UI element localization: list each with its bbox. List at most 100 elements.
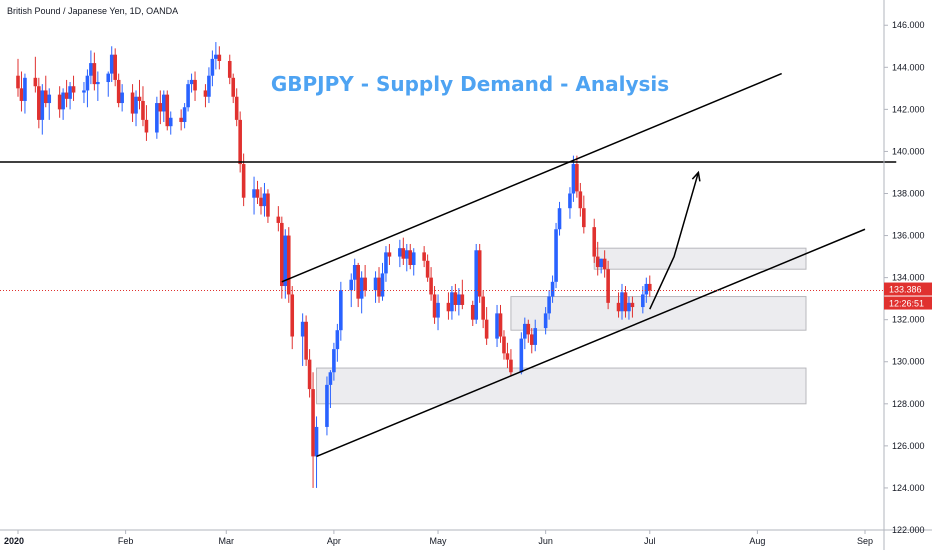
candle [158, 90, 163, 125]
candle-body [241, 164, 246, 198]
candle [387, 243, 392, 265]
candle-body [328, 372, 333, 385]
candle-body [568, 193, 572, 209]
candle-body [384, 252, 388, 274]
candle-body [526, 323, 531, 335]
candle-body [189, 79, 194, 85]
candle-body [377, 277, 381, 297]
candle-body [505, 353, 510, 360]
candle [19, 71, 24, 112]
candle-body [359, 277, 364, 299]
candle [474, 243, 479, 324]
supply-demand-zones [316, 247, 807, 405]
candle-body [37, 86, 41, 120]
price-axis[interactable]: 146.000 144.000 142.000 140.000 138.000 136.0… [884, 20, 925, 535]
candle [179, 109, 183, 131]
candle-body [307, 359, 312, 390]
candle-body [533, 328, 538, 345]
candles [16, 42, 652, 488]
trend-line-2[interactable] [281, 72, 782, 283]
candle-body [411, 252, 416, 265]
candle [259, 187, 263, 215]
candle [425, 254, 430, 282]
candle [207, 67, 211, 104]
candle-body [349, 279, 354, 291]
candle [547, 290, 551, 320]
candle [599, 258, 603, 274]
candle-body [356, 265, 360, 299]
candle [57, 86, 62, 118]
candle-body [259, 197, 263, 207]
candle [509, 349, 513, 377]
candle-body [109, 54, 114, 74]
price-tick-label: 124.000 [892, 483, 925, 493]
candle-body [325, 384, 329, 427]
candle [262, 182, 267, 217]
candle-body [186, 84, 190, 108]
candle [85, 69, 90, 108]
candle [286, 227, 291, 303]
candle [314, 416, 319, 488]
candle [356, 262, 360, 308]
candle [429, 267, 433, 301]
candle [37, 77, 41, 129]
candle [120, 84, 124, 112]
candle [373, 271, 378, 303]
candle [106, 71, 111, 97]
candle [16, 58, 20, 97]
projection-arrow[interactable] [649, 172, 700, 310]
candle-body [432, 294, 437, 318]
candle-body [231, 77, 236, 97]
price-tick-label: 142.000 [892, 104, 925, 114]
price-tick-label: 134.000 [892, 273, 925, 283]
candle-body [616, 302, 621, 312]
candle [411, 248, 416, 276]
candle-body [61, 92, 65, 110]
candle-body [40, 90, 45, 120]
time-tick-label: Jun [538, 536, 553, 546]
candle [446, 292, 451, 320]
candle [571, 155, 576, 202]
candle-body [23, 77, 27, 101]
candle-body [64, 92, 69, 99]
chart-title: GBPJPY - Supply Demand - Analysis [270, 72, 670, 96]
candle-body [398, 248, 402, 257]
candle-body [144, 119, 149, 133]
candle-body [380, 273, 385, 297]
candle [533, 319, 538, 352]
candle-body [495, 313, 499, 339]
candle-body [408, 250, 413, 265]
candle [408, 243, 413, 270]
price-tick-label: 144.000 [892, 62, 925, 72]
candle-body [557, 208, 562, 230]
candle [401, 237, 406, 265]
candle [144, 105, 149, 141]
candle-body [575, 164, 579, 192]
time-tick-label: Feb [118, 536, 134, 546]
candle-body [227, 60, 232, 78]
candle-body [498, 313, 503, 337]
candle [214, 42, 218, 70]
candle-body [89, 63, 93, 76]
candle [109, 46, 114, 83]
candle [328, 370, 333, 409]
candle [339, 281, 343, 341]
zone-1[interactable] [316, 367, 807, 405]
time-axis[interactable]: 2020 Feb Mar Apr May Jun Jul Aug Sep [4, 530, 873, 546]
trend-line-1[interactable] [316, 228, 866, 458]
candle [384, 246, 388, 282]
candle [616, 292, 621, 318]
candle-body [179, 117, 183, 122]
candle [359, 271, 364, 314]
candle-body [630, 302, 635, 308]
candle-body [453, 292, 458, 305]
price-tick-label: 132.000 [892, 315, 925, 325]
zone-2[interactable] [510, 296, 807, 331]
last-price-value: 133.386 [889, 285, 922, 295]
candle [623, 286, 628, 318]
candle-body [422, 252, 426, 261]
candle-body [352, 265, 357, 280]
candle [203, 84, 208, 108]
candle [300, 313, 305, 366]
